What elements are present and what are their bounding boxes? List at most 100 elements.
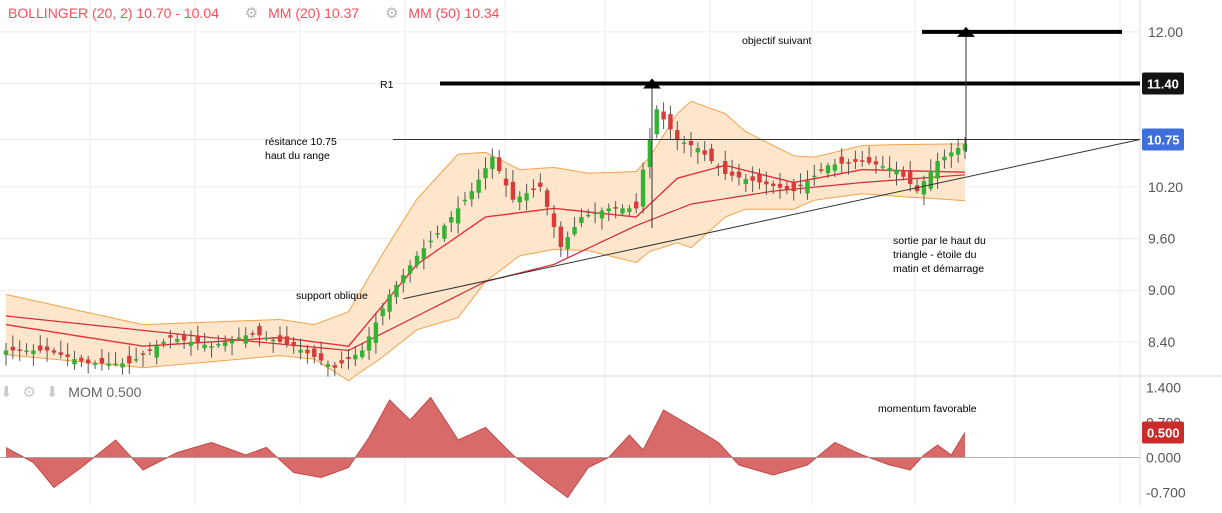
candle	[127, 345, 132, 374]
candle-body	[428, 240, 433, 243]
candle	[743, 174, 748, 193]
candle	[394, 280, 399, 304]
candle-body	[798, 184, 803, 187]
gear-icon[interactable]: ⚙	[22, 384, 36, 401]
legend-bollinger[interactable]: BOLLINGER (20, 2) 10.70 - 10.04	[8, 5, 219, 21]
candle	[483, 157, 488, 190]
candle	[538, 173, 543, 192]
annotation-breakout-3: matin et démarrage	[893, 263, 984, 275]
candle-body	[223, 341, 228, 347]
candle-body	[79, 357, 84, 362]
candle-body	[455, 208, 461, 224]
candle-body	[921, 181, 927, 195]
candle	[640, 162, 646, 214]
candle	[928, 159, 933, 192]
candle-body	[551, 213, 557, 228]
moving-averages	[5, 164, 966, 352]
candle	[86, 355, 91, 374]
candle-body	[140, 353, 146, 355]
candle-body	[318, 353, 324, 361]
candle	[380, 302, 385, 326]
candle-body	[106, 363, 111, 366]
momentum-badge-label: 0.500	[1147, 426, 1180, 441]
legend-mm50[interactable]: MM (50) 10.34	[408, 5, 500, 21]
candle-body	[387, 294, 392, 312]
candle-body	[72, 359, 77, 365]
candle-body	[914, 185, 920, 192]
candle	[791, 178, 796, 201]
candle-body	[736, 171, 742, 178]
candle	[72, 350, 77, 370]
candle-body	[805, 180, 810, 194]
candle-body	[729, 171, 735, 176]
candle	[634, 193, 639, 214]
candle-body	[353, 354, 358, 360]
candle	[181, 330, 187, 349]
candle	[921, 175, 927, 206]
candle-body	[627, 208, 632, 212]
candle	[935, 152, 940, 189]
candle-body	[544, 190, 550, 207]
candle-body	[935, 161, 940, 179]
price-tick-label: 8.40	[1148, 334, 1175, 350]
annotation-breakout-1: sortie par le haut du	[893, 235, 986, 247]
candle-body	[572, 227, 577, 235]
candle	[586, 208, 591, 218]
gear-icon[interactable]: ⚙	[244, 5, 259, 22]
annotation-r1: R1	[380, 79, 394, 91]
last-price-badge-bg	[1142, 128, 1184, 151]
annotation-target: objectif suivant	[742, 35, 812, 47]
candle-body	[634, 201, 639, 209]
candle-body	[17, 349, 22, 351]
candle-body	[846, 162, 851, 164]
candle	[435, 225, 440, 239]
candle	[161, 339, 166, 348]
candle-body	[654, 109, 659, 135]
candle	[332, 361, 337, 376]
candle	[366, 326, 372, 360]
candle	[736, 163, 742, 186]
candle-body	[154, 346, 159, 358]
price-tick-label: 9.00	[1148, 282, 1175, 298]
candle-body	[195, 335, 200, 344]
candle	[873, 155, 879, 174]
candle-body	[949, 152, 954, 157]
price-tick-label: 9.60	[1148, 231, 1175, 247]
candle-body	[757, 173, 762, 183]
annotation-resistance-2: haut du range	[265, 150, 330, 162]
candle	[681, 136, 687, 154]
candle	[647, 127, 653, 179]
candle-body	[127, 355, 132, 364]
candle-body	[161, 341, 166, 345]
candle-body	[955, 148, 961, 155]
price-tick-label: 10.20	[1148, 179, 1183, 195]
candle	[257, 323, 262, 347]
candle-body	[360, 350, 365, 358]
momentum-tick-label: -0.700	[1146, 485, 1186, 501]
candle-body	[771, 183, 776, 186]
candle	[894, 161, 899, 186]
candle	[305, 344, 310, 364]
candle	[777, 172, 783, 199]
legend-mm20[interactable]: MM (20) 10.37	[268, 5, 360, 21]
candle-body	[24, 350, 29, 352]
candle	[812, 164, 817, 186]
candle	[202, 332, 207, 352]
arrow-down-icon[interactable]: ⬇	[45, 384, 59, 401]
candle	[729, 159, 735, 182]
candle-body	[887, 167, 892, 171]
gear-icon[interactable]: ⚙	[385, 5, 399, 22]
candle	[846, 158, 851, 175]
candle	[524, 183, 529, 211]
candle-body	[592, 212, 598, 215]
candle	[455, 196, 461, 234]
candle	[723, 150, 728, 180]
arrow-down-icon[interactable]: ⬇	[0, 384, 13, 401]
candle	[229, 336, 235, 356]
mm50-line	[5, 174, 966, 352]
candle-body	[175, 338, 180, 342]
candle-body	[312, 348, 317, 357]
candle	[428, 230, 433, 249]
candle-body	[750, 176, 755, 181]
